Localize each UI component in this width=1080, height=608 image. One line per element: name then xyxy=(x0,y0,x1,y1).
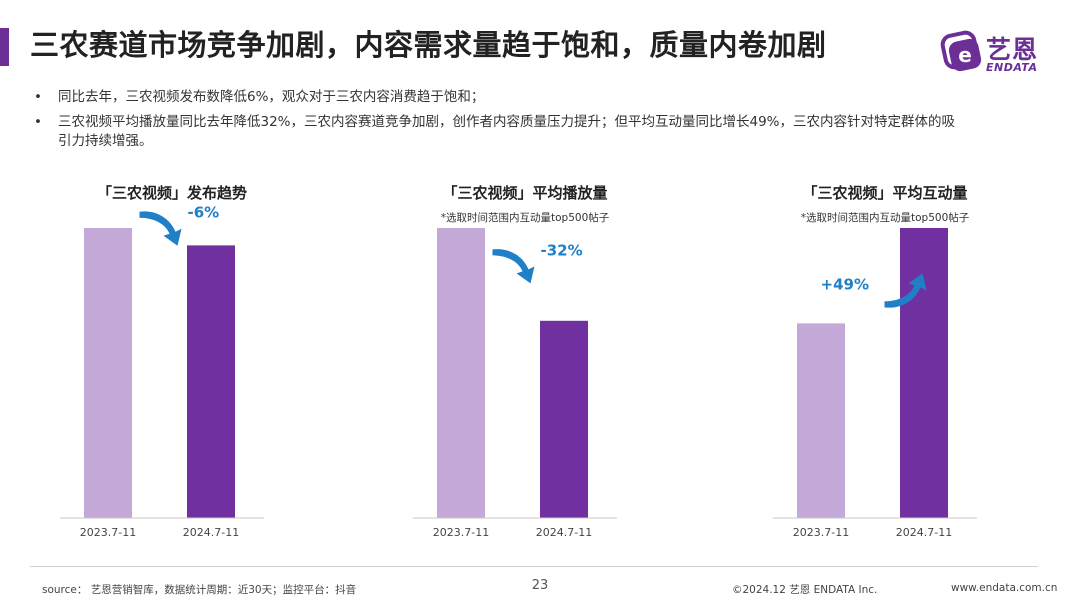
chart-title: 「三农视频」发布趋势 xyxy=(96,184,247,202)
footer-copyright: ©2024.12 艺恩 ENDATA Inc. xyxy=(732,584,878,596)
chart-svg: 2023.7-11 2024.7-11 +49% xyxy=(773,228,977,539)
bullet-marker: • xyxy=(34,89,42,105)
bar-2023.7-11 xyxy=(84,228,132,518)
x-tick-label: 2024.7-11 xyxy=(183,526,239,539)
bar-2024.7-11 xyxy=(540,320,588,518)
chart-svg: 2023.7-11 2024.7-11 -6% xyxy=(60,204,264,539)
bar-2024.7-11 xyxy=(187,245,235,518)
bar-2024.7-11 xyxy=(900,228,948,518)
footer-divider xyxy=(30,566,1038,567)
chart-avg-interaction: 「三农视频」平均互动量 *选取时间范围内互动量top500帖子 2023.7-1… xyxy=(755,180,1015,550)
x-tick-label: 2023.7-11 xyxy=(80,526,136,539)
endata-logo-icon: e xyxy=(940,30,982,72)
logo-chinese-text: 艺恩 xyxy=(986,35,1039,64)
bar-2023.7-11 xyxy=(797,323,845,518)
logo-english-text: ENDATA xyxy=(986,61,1038,74)
trend-down-arrow-icon xyxy=(492,249,535,284)
chart-avg-play: 「三农视频」平均播放量 *选取时间范围内互动量top500帖子 2023.7-1… xyxy=(395,180,655,550)
x-tick-label: 2024.7-11 xyxy=(536,526,592,539)
chart-note: *选取时间范围内互动量top500帖子 xyxy=(800,212,970,224)
svg-text:e: e xyxy=(958,43,972,67)
trend-up-arrow-icon xyxy=(884,273,927,308)
trend-down-arrow-icon xyxy=(139,211,182,246)
change-label: +49% xyxy=(821,275,869,293)
bullet-text: 同比去年，三农视频发布数降低6%，观众对于三农内容消费趋于饱和； xyxy=(58,89,485,105)
footer-website: www.endata.com.cn xyxy=(951,582,1058,594)
chart-publish-trend: 「三农视频」发布趋势 2023.7-11 2024.7-11 -6% xyxy=(42,180,302,550)
x-tick-label: 2023.7-11 xyxy=(793,526,849,539)
endata-logo: e 艺恩 ENDATA xyxy=(940,30,1050,76)
x-tick-label: 2024.7-11 xyxy=(896,526,952,539)
footer-source: source： 艺恩营销智库，数据统计周期：近30天；监控平台：抖音 xyxy=(42,584,357,596)
x-tick-label: 2023.7-11 xyxy=(433,526,489,539)
chart-title: 「三农视频」平均互动量 xyxy=(802,184,968,202)
chart-title: 「三农视频」平均播放量 xyxy=(442,184,608,202)
bullet-item: • 同比去年，三农视频发布数降低6%，观众对于三农内容消费趋于饱和； xyxy=(34,88,964,107)
chart-svg: 2023.7-11 2024.7-11 -32% xyxy=(413,228,617,539)
title-accent-bar xyxy=(0,28,9,66)
bullet-item: • 三农视频平均播放量同比去年降低32%，三农内容赛道竞争加剧，创作者内容质量压… xyxy=(34,113,964,151)
chart-note: *选取时间范围内互动量top500帖子 xyxy=(440,212,610,224)
page-title: 三农赛道市场竞争加剧，内容需求量趋于饱和，质量内卷加剧 xyxy=(30,28,827,62)
bar-2023.7-11 xyxy=(437,228,485,518)
change-label: -6% xyxy=(188,204,220,222)
page-number: 23 xyxy=(531,578,549,593)
summary-bullets: • 同比去年，三农视频发布数降低6%，观众对于三农内容消费趋于饱和； • 三农视… xyxy=(34,88,964,157)
bullet-text: 三农视频平均播放量同比去年降低32%，三农内容赛道竞争加剧，创作者内容质量压力提… xyxy=(58,114,956,149)
bullet-marker: • xyxy=(34,114,42,130)
change-label: -32% xyxy=(541,241,583,259)
